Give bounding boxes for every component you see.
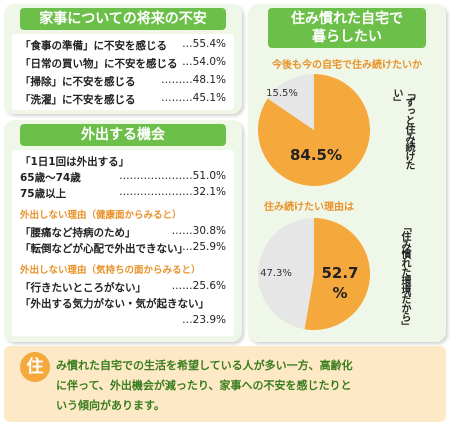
stay-home-panel: 住み慣れた自宅で 暮らしたい 今後も今の自宅で住み続けたいか 84.5% 15.… [248, 4, 446, 342]
outing-title: 外出する機会 [20, 124, 226, 146]
pie-chart-2: 52.7 % 47.3% [257, 218, 370, 330]
health-reason-subtitle: 外出しない理由（健康面からみると） [20, 210, 182, 221]
pie2-slice-other [257, 218, 314, 330]
summary-badge-icon: 住 [20, 352, 50, 382]
outing-panel: 外出する機会 「1日1回は外出する」 65歳〜74歳 …………………51.0% 7… [4, 120, 242, 342]
pie1-slice-label: 「ずっと住み続けたい」 [391, 88, 414, 169]
summary-box: 住 み慣れた自宅での生活を希望している人が多い一方、高齢化 に伴って、外出機会が… [4, 346, 446, 422]
chart2-title: 住み続けたい理由は [264, 202, 354, 213]
stay-home-title: 住み慣れた自宅で 暮らしたい [268, 8, 426, 48]
summary-text: み慣れた自宅での生活を希望している人が多い一方、高齢化 に伴って、外出機会が減っ… [56, 359, 353, 412]
household-anxiety-panel: 家事についての将来の不安 「食事の準備」に不安を感じる …55.4% 「日常の買い… [4, 4, 242, 114]
outing-list: 「1日1回は外出する」 65歳〜74歳 …………………51.0% 75歳以上………… [12, 150, 234, 336]
pie2-label-main: 52.7 [321, 264, 358, 282]
chart1-title: 今後も今の自宅で住み続けたいか [272, 60, 422, 71]
household-anxiety-list: 「食事の準備」に不安を感じる …55.4% 「日常の買い物」に不安を感じる …54.… [12, 34, 234, 110]
household-anxiety-title: 家事についての将来の不安 [20, 8, 226, 30]
pie-chart-1: 84.5% 15.5% [258, 74, 370, 186]
pie2-slice-main [304, 218, 370, 330]
pie2-label-main-unit: % [332, 284, 347, 302]
pie2-slice-label: 「住み慣れた環境だから」 [399, 222, 410, 330]
feeling-reason-subtitle: 外出しない理由（気持ちの面からみると） [20, 265, 201, 276]
pie1-label-other: 15.5% [266, 88, 298, 99]
pie1-label-main: 84.5% [290, 146, 342, 164]
pie2-label-other: 47.3% [260, 268, 292, 279]
pie1-slice-other [267, 74, 314, 130]
